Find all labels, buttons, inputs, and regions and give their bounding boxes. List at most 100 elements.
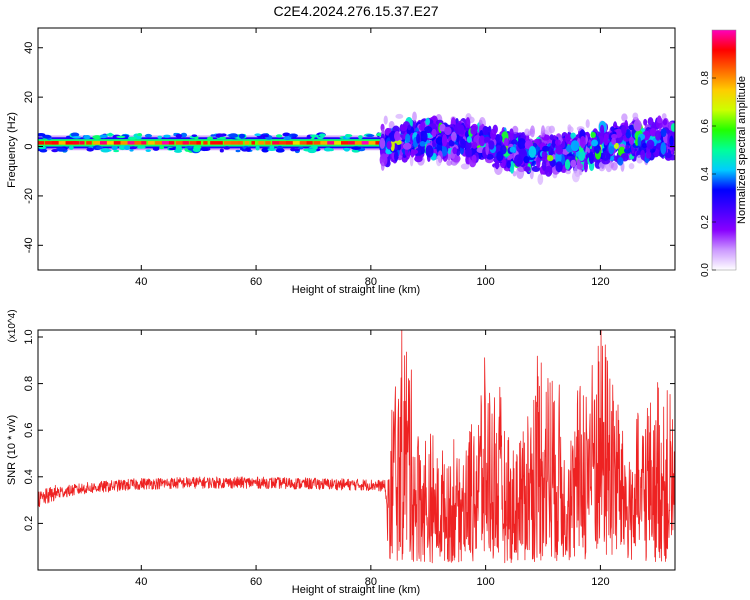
snr-xtick-label: 40 [135, 576, 147, 588]
spectrogram-cell [641, 142, 648, 149]
spectrogram-cell [210, 134, 216, 137]
spectrogram-cell [86, 141, 92, 145]
snr-marks [38, 330, 675, 564]
spectrogram-cell [38, 132, 46, 137]
spectrogram-cell [632, 112, 639, 120]
spectrogram-ytick-label: 0 [23, 143, 35, 149]
spectrogram-cell [528, 146, 537, 158]
spectrogram-cell [567, 124, 572, 132]
spectrogram-cell [608, 146, 615, 154]
spectrogram-xlabel: Height of straight line (km) [292, 284, 420, 296]
spectrogram-cell [106, 133, 114, 136]
spectrogram-cell [99, 141, 112, 145]
spectrogram-cell [613, 142, 619, 150]
spectrogram-cell [283, 136, 292, 141]
spectrogram-cell [38, 141, 45, 145]
spectrogram-cell [542, 145, 550, 152]
snr-frame [37, 329, 676, 571]
spectrogram-cell [670, 123, 675, 132]
snr-xtick-label: 100 [476, 576, 494, 588]
spectrogram-cell [44, 141, 58, 145]
spectrogram-cell [104, 149, 112, 152]
spectrogram-cell [564, 159, 571, 170]
spectrogram-cell [628, 124, 635, 131]
spectrogram-ytick-label: -40 [23, 237, 35, 253]
spectrogram-cell [500, 145, 507, 155]
colorbar-label: Normalized spectral amplitude [736, 76, 748, 224]
spectrogram-cell [485, 142, 489, 156]
spectrogram-cell [656, 117, 663, 124]
spectrogram-cell [383, 115, 388, 125]
spectrogram-cell [459, 124, 465, 135]
snr-panel: 40 60 80 100 120 0.2 0.4 0.6 0.8 1.0 Height of st… [6, 309, 676, 596]
spectrogram-cell [255, 145, 260, 151]
spectrogram-cell [298, 146, 304, 150]
colorbar-tick-label: 0.6 [700, 119, 711, 133]
spectrogram-cell [312, 145, 318, 150]
spectrogram-cell [217, 141, 223, 145]
spectrogram-cell [129, 148, 134, 152]
spectrogram-cell [93, 141, 104, 145]
spectrogram-cell [192, 147, 201, 153]
spectrogram-cell [159, 145, 165, 150]
spectrogram-cell [544, 165, 553, 177]
spectrogram-cell [180, 132, 188, 138]
spectrogram-cell [244, 141, 250, 145]
spectrogram-cell [39, 149, 48, 153]
spectrogram-cell [425, 145, 434, 158]
spectrogram-cell [86, 147, 94, 152]
spectrogram-cell [309, 134, 320, 138]
spectrogram-cell [448, 139, 455, 147]
spectrogram-cell [471, 141, 478, 149]
spectrogram-ytick-label: 20 [23, 91, 35, 103]
spectrogram-cell [555, 161, 563, 173]
spectrogram-cell [628, 163, 635, 170]
spectrogram-cell [127, 141, 139, 145]
spectrogram-cell [175, 133, 183, 138]
spectrogram-cell [465, 147, 473, 158]
spectrogram-cell [163, 134, 171, 138]
spectrogram-cell [127, 136, 138, 140]
spectrogram-cell [662, 118, 668, 126]
spectrogram-cell [478, 119, 483, 126]
spectrogram-cell [579, 136, 586, 149]
spectrogram-xtick-label: 120 [591, 276, 609, 288]
spectrogram-cell [275, 134, 283, 138]
spectrogram-cell [466, 136, 472, 143]
spectrogram-cell [354, 141, 366, 145]
spectrogram-cell [517, 138, 527, 150]
spectrogram-cell [116, 135, 126, 139]
spectrogram-cell [235, 149, 241, 153]
spectrogram-cell [471, 154, 477, 163]
spectrogram-xtick-label: 100 [476, 276, 494, 288]
spectrogram-cell [223, 141, 232, 145]
spectrogram-cell [318, 133, 326, 138]
snr-multiplier: (x10^4) [7, 309, 18, 342]
spectrogram-cell [320, 141, 329, 145]
spectrogram-cell [83, 134, 91, 140]
spectrogram-cell [200, 147, 209, 152]
spectrogram-cell [637, 136, 642, 147]
spectrogram-cell [254, 133, 261, 137]
spectrogram-xtick-label: 60 [250, 276, 262, 288]
spectrogram-cell [549, 134, 554, 141]
spectrogram-cell [470, 126, 477, 135]
spectrogram-cell [660, 142, 667, 155]
spectrogram-cell [379, 137, 386, 149]
spectrogram-cell [548, 125, 555, 134]
spectrogram-cell [219, 148, 224, 153]
spectrogram-cell [292, 141, 302, 145]
colorbar: 0.0 0.2 0.4 0.6 0.8 Normalized spectral ampl… [700, 29, 748, 277]
spectrogram-cell [649, 128, 657, 137]
spectrogram-cell [446, 159, 453, 166]
spectrogram-cell [537, 173, 544, 185]
spectrogram-cell [245, 147, 251, 152]
spectrogram-cell [99, 134, 108, 139]
spectrogram-cell [570, 140, 580, 152]
spectrogram-cell [661, 113, 667, 120]
spectrogram-cell [279, 141, 291, 145]
spectrogram-cell [134, 141, 142, 145]
colorbar-ticks: 0.0 0.2 0.4 0.6 0.8 [700, 71, 716, 277]
spectrogram-cell [203, 141, 208, 145]
spectrogram-cell [361, 141, 370, 145]
